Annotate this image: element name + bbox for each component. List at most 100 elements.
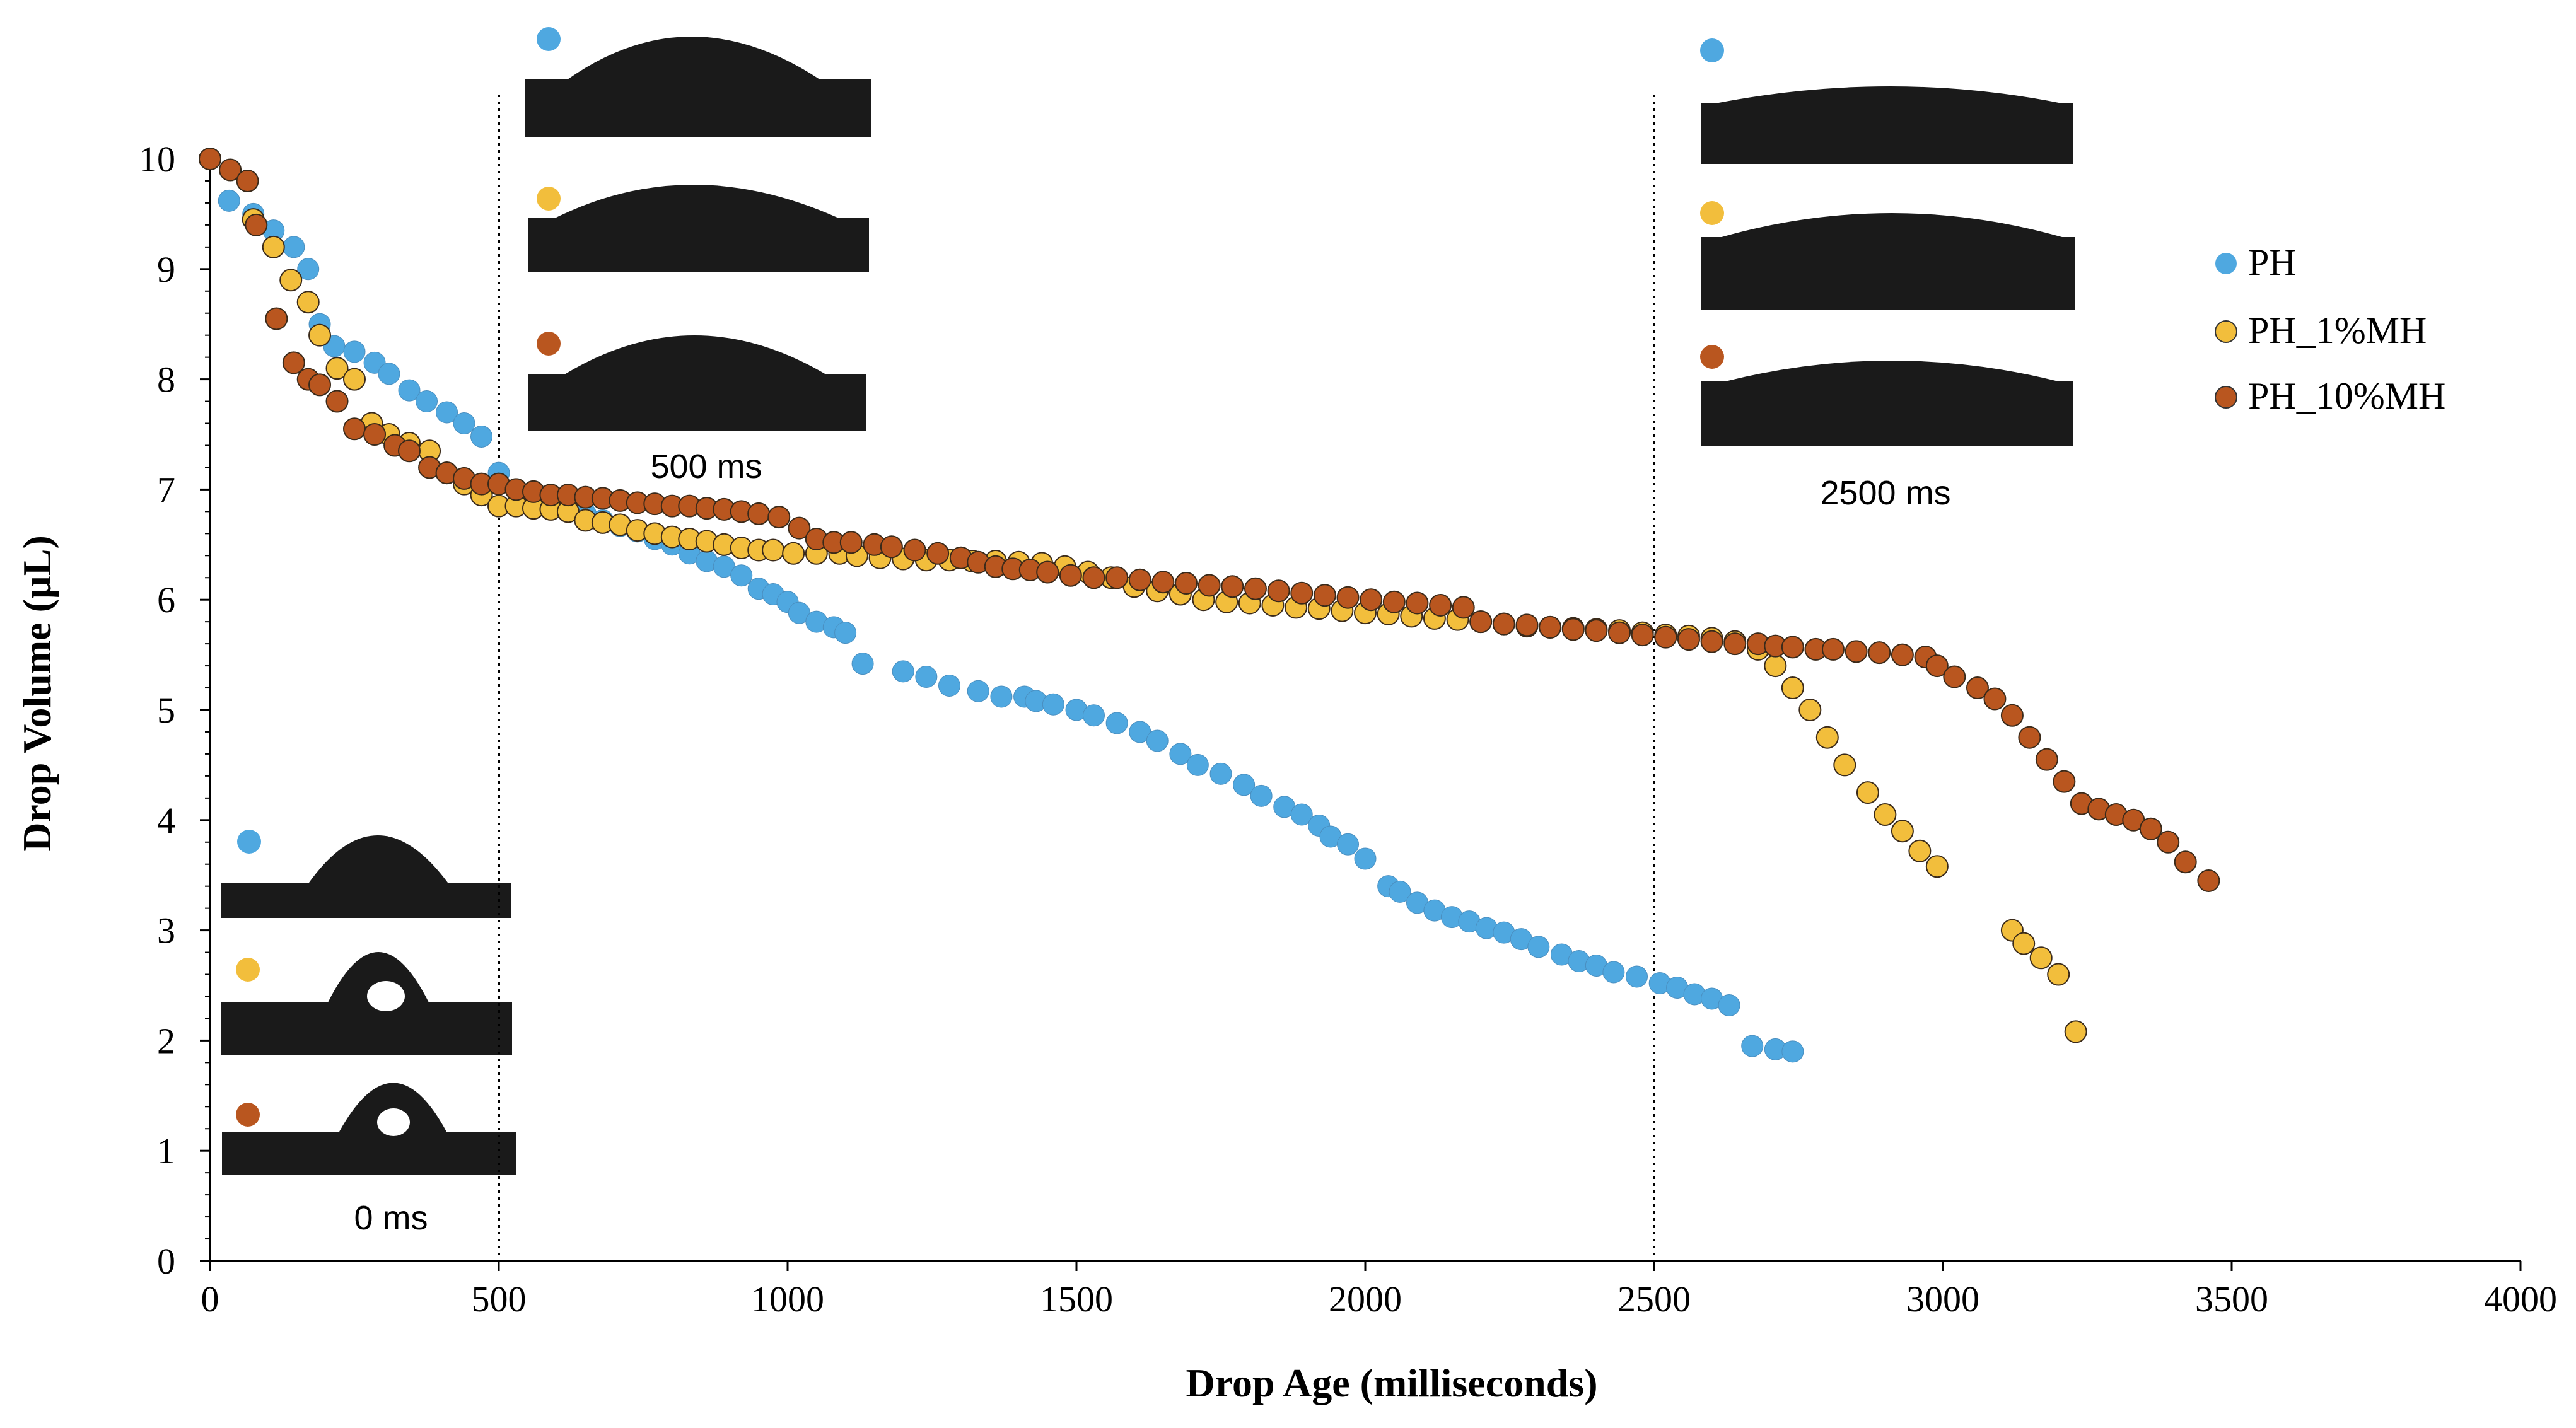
point-ph-10-mh-2: [236, 169, 259, 192]
point-ph-10-mh-66: [1469, 610, 1493, 634]
x-tick-label-3500: 3500: [2195, 1279, 2268, 1320]
point-ph-30: [730, 564, 753, 587]
point-ph-39: [892, 660, 914, 683]
point-ph-10-mh-1: [219, 158, 242, 182]
point-ph-1-mh-31: [762, 538, 785, 562]
point-ph-1-mh-83: [1908, 839, 1932, 862]
x-tick-label-1000: 1000: [751, 1279, 824, 1320]
point-ph-1-mh-84: [1925, 855, 1949, 878]
point-ph-1-mh-88: [2047, 963, 2070, 986]
inset-marker-4: [1700, 201, 1724, 225]
point-ph-10-mh-87: [1925, 654, 1949, 678]
point-ph-10-mh-72: [1608, 621, 1631, 644]
drop-photo-insets: [221, 37, 2075, 1175]
point-ph-1-mh-5: [308, 323, 332, 347]
point-ph-10-mh-102: [2197, 869, 2220, 892]
y-tick-label-6: 6: [157, 579, 175, 620]
point-ph-77: [1626, 965, 1648, 988]
legend-label-ph-10pct-mh: PH_10%MH: [2248, 375, 2445, 417]
reference-lines: [498, 95, 1655, 1261]
point-ph-10-mh-64: [1429, 593, 1452, 617]
point-ph-1-mh-32: [782, 542, 805, 565]
point-ph-85: [1781, 1040, 1804, 1063]
y-tick-label-7: 7: [157, 469, 175, 510]
point-ph-10-mh-4: [265, 307, 288, 330]
point-ph-14: [453, 412, 475, 435]
point-ph-1-mh-79: [1833, 753, 1856, 777]
point-ph-10-mh-50: [1105, 566, 1129, 589]
point-ph-10-mh-52: [1151, 571, 1175, 594]
point-ph-5: [297, 258, 320, 281]
point-ph-1-mh-82: [1891, 820, 1914, 843]
point-ph-1-mh-81: [1874, 803, 1897, 827]
point-ph-10-mh-75: [1677, 628, 1700, 651]
point-ph-62: [1354, 847, 1377, 870]
point-ph-13: [436, 401, 458, 424]
point-ph-37: [834, 622, 857, 644]
photo-500ms-1pct: [528, 218, 869, 272]
point-ph-10-mh-8: [325, 390, 349, 413]
x-tick-label-1500: 1500: [1040, 1279, 1113, 1320]
point-ph-1-mh-3: [279, 269, 303, 292]
point-ph-55: [1233, 774, 1256, 796]
point-ph-10-mh-9: [343, 417, 366, 441]
point-ph-10-mh-62: [1382, 590, 1406, 613]
point-ph-10-mh-12: [398, 439, 421, 463]
legend-marker-ph-10pct-mh: [2215, 386, 2237, 409]
annotation-2500ms: 2500 ms: [1820, 474, 1950, 512]
point-ph-82: [1718, 994, 1740, 1016]
point-ph-64: [1389, 880, 1411, 903]
series-ph-1-mh: [199, 148, 2087, 1043]
point-ph-1-mh-75: [1764, 654, 1787, 678]
point-ph-10-mh-89: [1966, 676, 1989, 700]
photo-2500ms-10pct: [1701, 381, 2073, 446]
inset-markers: [236, 27, 1724, 1127]
point-ph-10-mh-60: [1336, 586, 1360, 609]
point-ph-10-mh-0: [199, 148, 221, 170]
point-ph-10-mh-99: [2139, 817, 2162, 840]
point-ph-1-mh-77: [1798, 699, 1822, 721]
point-ph-10-mh-85: [1891, 643, 1914, 666]
point-ph-1-mh-87: [2029, 946, 2053, 970]
photo-2500ms-ph: [1701, 103, 2073, 164]
photo-2500ms-1pct: [1701, 237, 2075, 310]
point-ph-40: [915, 666, 938, 688]
point-ph-10-mh-83: [1845, 640, 1868, 663]
point-ph-10-mh-84: [1868, 641, 1891, 665]
point-ph-10-mh-68: [1515, 613, 1539, 637]
point-ph-10-mh-40: [903, 538, 926, 562]
point-ph-1-mh-4: [296, 291, 320, 314]
point-ph-10-mh-73: [1631, 624, 1654, 647]
point-ph-58: [1290, 803, 1313, 826]
point-ph-10-mh-69: [1539, 615, 1562, 639]
y-tick-label-9: 9: [157, 249, 175, 290]
point-ph-10-mh-55: [1221, 575, 1244, 598]
photo-0ms-10pct: [222, 1132, 516, 1175]
legend: PH PH_1%MH PH_10%MH: [2215, 241, 2445, 417]
inset-marker-3: [1700, 38, 1724, 62]
photo-0ms-1pct: [221, 1002, 512, 1055]
inset-marker-5: [1700, 345, 1724, 369]
point-ph-10-mh-76: [1700, 630, 1723, 653]
axes: 0 500 1000 1500 2000 2500 3000 3500 4000 0 1 2 3 4 5 6…: [139, 139, 2557, 1320]
point-ph-54: [1209, 762, 1232, 785]
inset-2500ms: [1701, 86, 2075, 446]
point-ph-10-mh-91: [2000, 704, 2024, 727]
data-points: [199, 148, 2220, 1063]
series-ph-10-mh: [199, 148, 2220, 892]
y-tick-label-10: 10: [139, 139, 175, 180]
point-ph-10-mh-32: [747, 502, 771, 525]
point-ph-10-mh-54: [1198, 574, 1221, 597]
point-ph-10-mh-74: [1654, 625, 1677, 649]
point-ph-10-mh-48: [1059, 564, 1082, 587]
point-ph-1-mh-78: [1815, 726, 1839, 749]
x-axis-label: Drop Age (milliseconds): [1186, 1361, 1597, 1405]
annotation-0ms: 0 ms: [354, 1199, 428, 1237]
point-ph-76: [1602, 961, 1625, 984]
y-ticks: 0 1 2 3 4 5 6 7 8 9 10: [139, 139, 210, 1282]
legend-marker-ph: [2215, 253, 2237, 274]
point-ph-10-mh-58: [1290, 581, 1314, 605]
point-ph-1-mh-2: [262, 235, 285, 258]
photo-0ms-ph: [221, 883, 511, 918]
